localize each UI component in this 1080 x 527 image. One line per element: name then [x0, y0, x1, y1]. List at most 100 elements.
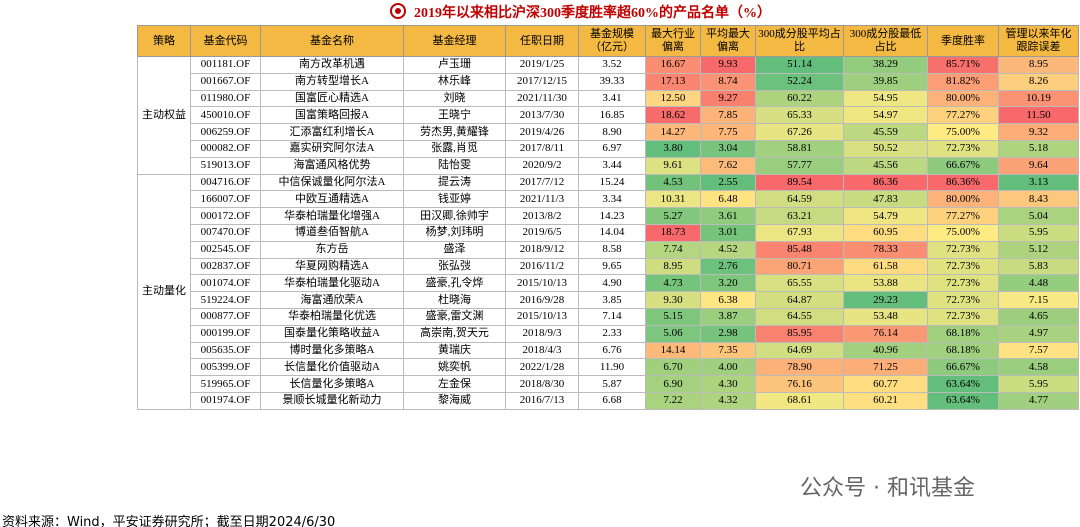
table-cell: 3.52 [578, 56, 646, 74]
table-row: 主动权益 001181.OF 南方改革机遇 卢玉珊 2019/1/25 3.52 16.67… [137, 56, 1079, 175]
table-cell: 7.57 [998, 341, 1079, 360]
table-cell: 80.71 [755, 257, 844, 276]
table-cell: 2019/1/25 [505, 56, 579, 74]
table-cell: 南方转型增长A [260, 72, 404, 91]
table-cell: 005635.OF [190, 341, 261, 360]
table-cell: 18.73 [645, 223, 701, 242]
table-cell: 5.27 [645, 207, 701, 225]
table-cell: 2015/10/13 [505, 274, 579, 293]
table-cell: 68.18% [927, 324, 999, 343]
table-cell: 72.73% [927, 274, 999, 293]
table-row: 450010.OF 国富策略回报A 王晓宁 2013/7/30 16.85 18.62 7.… [138, 106, 1079, 125]
table-row: 005635.OF 博时量化多策略A 黄瑞庆 2018/4/3 6.76 14.14 7.3… [138, 341, 1079, 360]
table-cell: 3.13 [998, 173, 1079, 192]
table-cell: 80.00% [927, 89, 999, 108]
table-cell: 3.85 [578, 291, 646, 309]
table-cell: 64.55 [755, 307, 844, 326]
table-cell: 86.36% [927, 173, 999, 192]
table-cell: 7.74 [645, 240, 701, 259]
table-cell: 7.22 [645, 391, 701, 410]
table-cell: 3.34 [578, 190, 646, 209]
table-cell: 2016/9/28 [505, 291, 579, 309]
table-cell: 8.95 [645, 257, 701, 276]
table-cell: 7.85 [700, 106, 756, 125]
table-cell: 6.97 [578, 139, 646, 158]
table-row: 519965.OF 长信量化多策略A 左金保 2018/8/30 5.87 6.90 4.3… [138, 375, 1079, 393]
table-cell: 9.32 [998, 123, 1079, 141]
table-cell: 黎海威 [403, 391, 506, 410]
header-cell: 季度胜率 [927, 25, 999, 57]
table-cell: 8.90 [578, 123, 646, 141]
table-cell: 景顺长城量化新动力 [260, 391, 404, 410]
table-cell: 8.43 [998, 190, 1079, 209]
table-cell: 75.00% [927, 123, 999, 141]
table-cell: 000199.OF [190, 324, 261, 343]
table-cell: 60.21 [843, 391, 928, 410]
table-cell: 72.73% [927, 240, 999, 259]
table-body: 主动权益 001181.OF 南方改革机遇 卢玉珊 2019/1/25 3.52 16.67… [137, 56, 1079, 410]
table-cell: 5.83 [998, 257, 1079, 276]
header-cell: 300成分股最低占比 [843, 25, 928, 57]
table-cell: 7.75 [700, 123, 756, 141]
table-row: 002545.OF 东方岳 盛泽 2018/9/12 8.58 7.74 4.52 85.48… [138, 240, 1079, 259]
table-row: 005399.OF 长信量化价值驱动A 姚奕帆 2022/1/28 11.90 6.70 4… [138, 358, 1079, 377]
table-cell: 杜晓海 [403, 291, 506, 309]
table-cell: 王晓宁 [403, 106, 506, 125]
table-cell: 国富匠心精选A [260, 89, 404, 108]
table-cell: 海富通欣荣A [260, 291, 404, 309]
table-cell: 72.73% [927, 139, 999, 158]
table-cell: 4.53 [645, 173, 701, 192]
table-cell: 450010.OF [190, 106, 261, 125]
table-cell: 54.79 [843, 207, 928, 225]
header-cell: 基金名称 [260, 25, 404, 57]
header-row: 策略 基金代码 基金名称 基金经理 任职日期 基金规模（亿元） 最大行业偏离 平均最大偏离 30… [137, 25, 1079, 57]
table-cell: 80.00% [927, 190, 999, 209]
table-cell: 2020/9/2 [505, 156, 579, 175]
table-cell: 9.65 [578, 257, 646, 276]
header-cell: 策略 [137, 25, 191, 57]
table-cell: 卢玉珊 [403, 56, 506, 74]
table-cell: 001074.OF [190, 274, 261, 293]
table-cell: 11.50 [998, 106, 1079, 125]
table-cell: 001974.OF [190, 391, 261, 410]
table-cell: 姚奕帆 [403, 358, 506, 377]
table-cell: 001181.OF [190, 56, 261, 74]
table-row: 519224.OF 海富通欣荣A 杜晓海 2016/9/28 3.85 9.30 6.38 6… [138, 291, 1079, 309]
table-cell: 中信保诚量化阿尔法A [260, 173, 404, 192]
table-cell: 000877.OF [190, 307, 261, 326]
table-cell: 63.64% [927, 375, 999, 393]
table-cell: 8.95 [998, 56, 1079, 74]
header-cell: 任职日期 [505, 25, 579, 57]
table-cell: 50.52 [843, 139, 928, 158]
table-cell: 华泰柏瑞量化增强A [260, 207, 404, 225]
table-cell: 005399.OF [190, 358, 261, 377]
table-cell: 2.33 [578, 324, 646, 343]
table-cell: 杨梦,刘玮明 [403, 223, 506, 242]
table-cell: 长信量化价值驱动A [260, 358, 404, 377]
table-row: 000199.OF 国泰量化策略收益A 高崇南,贺天元 2018/9/3 2.33 5.0… [138, 324, 1079, 343]
table-cell: 60.22 [755, 89, 844, 108]
table-cell: 011980.OF [190, 89, 261, 108]
table-cell: 45.56 [843, 156, 928, 175]
table-cell: 5.06 [645, 324, 701, 343]
table-cell: 3.61 [700, 207, 756, 225]
table-cell: 68.18% [927, 341, 999, 360]
table-cell: 53.48 [843, 307, 928, 326]
table-cell: 45.59 [843, 123, 928, 141]
title-icon [390, 3, 406, 19]
table-cell: 63.21 [755, 207, 844, 225]
table-cell: 52.24 [755, 72, 844, 91]
table-cell: 5.15 [645, 307, 701, 326]
table-cell: 10.31 [645, 190, 701, 209]
table-cell: 16.67 [645, 56, 701, 74]
table-cell: 刘晓 [403, 89, 506, 108]
table-cell: 004716.OF [190, 173, 261, 192]
table-cell: 南方改革机遇 [260, 56, 404, 74]
header-cell: 最大行业偏离 [645, 25, 701, 57]
table-cell: 华泰柏瑞量化优选 [260, 307, 404, 326]
table-cell: 9.27 [700, 89, 756, 108]
table-cell: 4.58 [998, 358, 1079, 377]
table-cell: 4.77 [998, 391, 1079, 410]
table-cell: 4.32 [700, 391, 756, 410]
